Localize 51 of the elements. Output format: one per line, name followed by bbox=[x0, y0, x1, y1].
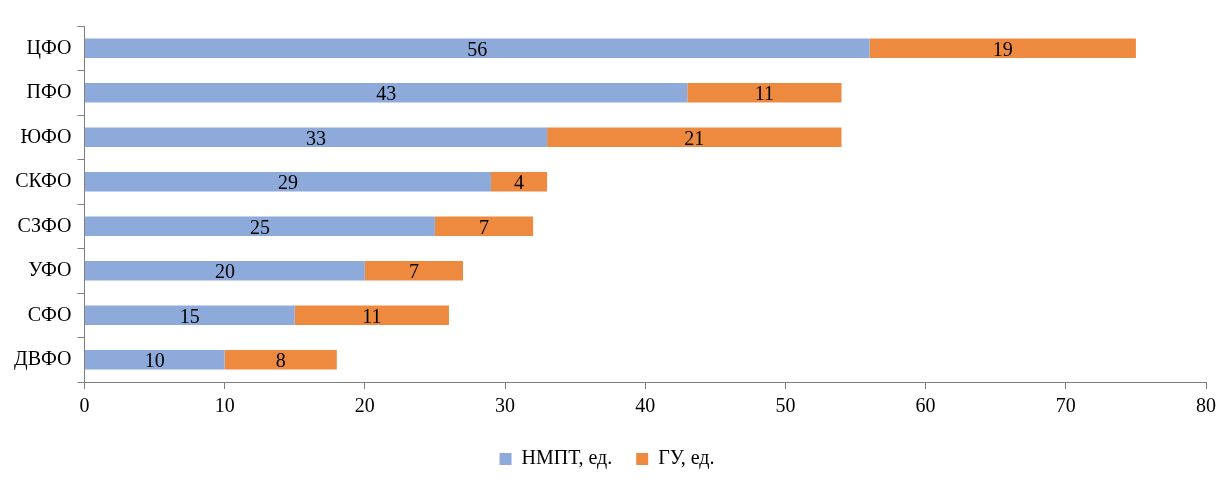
bar bbox=[364, 260, 463, 281]
data-label: 33 bbox=[306, 126, 327, 149]
data-label: 10 bbox=[144, 349, 165, 371]
x-tick-label: 40 bbox=[635, 394, 656, 417]
x-tick-label: 50 bbox=[775, 394, 796, 417]
bar bbox=[687, 82, 842, 103]
data-label: 7 bbox=[408, 260, 419, 282]
x-tick-label: 0 bbox=[79, 394, 90, 417]
legend-label: ГУ, ед. bbox=[658, 446, 715, 470]
y-tick-label: ПФО bbox=[26, 80, 72, 102]
x-tick-label: 10 bbox=[214, 394, 235, 417]
y-tick-label: СФО bbox=[27, 302, 72, 325]
y-tick-label: УФО bbox=[28, 258, 72, 280]
data-label: 43 bbox=[376, 82, 397, 104]
y-tick-label: ЦФО bbox=[26, 35, 72, 59]
data-label: 4 bbox=[514, 171, 525, 193]
bar bbox=[84, 171, 492, 192]
bar bbox=[84, 349, 225, 370]
bar bbox=[84, 38, 870, 59]
data-label: 8 bbox=[275, 349, 286, 371]
x-tick-label: 60 bbox=[915, 394, 936, 417]
bar bbox=[547, 127, 842, 148]
data-label: 11 bbox=[754, 82, 775, 104]
data-label: 21 bbox=[684, 126, 705, 149]
data-label: 11 bbox=[362, 304, 382, 327]
x-tick-label: 30 bbox=[495, 394, 516, 417]
y-tick-label: ДВФО bbox=[13, 347, 72, 370]
bar bbox=[869, 38, 1136, 59]
bar bbox=[84, 82, 688, 103]
bar bbox=[491, 171, 548, 192]
bar bbox=[84, 305, 295, 326]
x-tick-label: 70 bbox=[1055, 394, 1076, 417]
bar bbox=[434, 216, 534, 237]
legend-label: НМПТ, ед. bbox=[521, 446, 613, 470]
bar bbox=[294, 305, 449, 326]
data-label: 7 bbox=[479, 215, 490, 238]
data-label: 19 bbox=[992, 37, 1013, 60]
x-tick-label: 80 bbox=[1196, 394, 1216, 417]
y-tick-label: СЗФО bbox=[17, 213, 72, 236]
y-tick-label: СКФО bbox=[15, 169, 72, 191]
bar bbox=[84, 127, 548, 148]
data-label: 20 bbox=[214, 260, 235, 282]
x-tick-label: 20 bbox=[354, 394, 375, 417]
bar bbox=[84, 216, 435, 237]
data-label: 56 bbox=[467, 37, 488, 60]
bar bbox=[224, 349, 337, 370]
data-label: 15 bbox=[179, 304, 200, 327]
data-label: 29 bbox=[278, 171, 298, 193]
y-tick-label: ЮФО bbox=[20, 124, 72, 147]
data-label: 25 bbox=[249, 215, 270, 238]
bar bbox=[84, 260, 365, 281]
